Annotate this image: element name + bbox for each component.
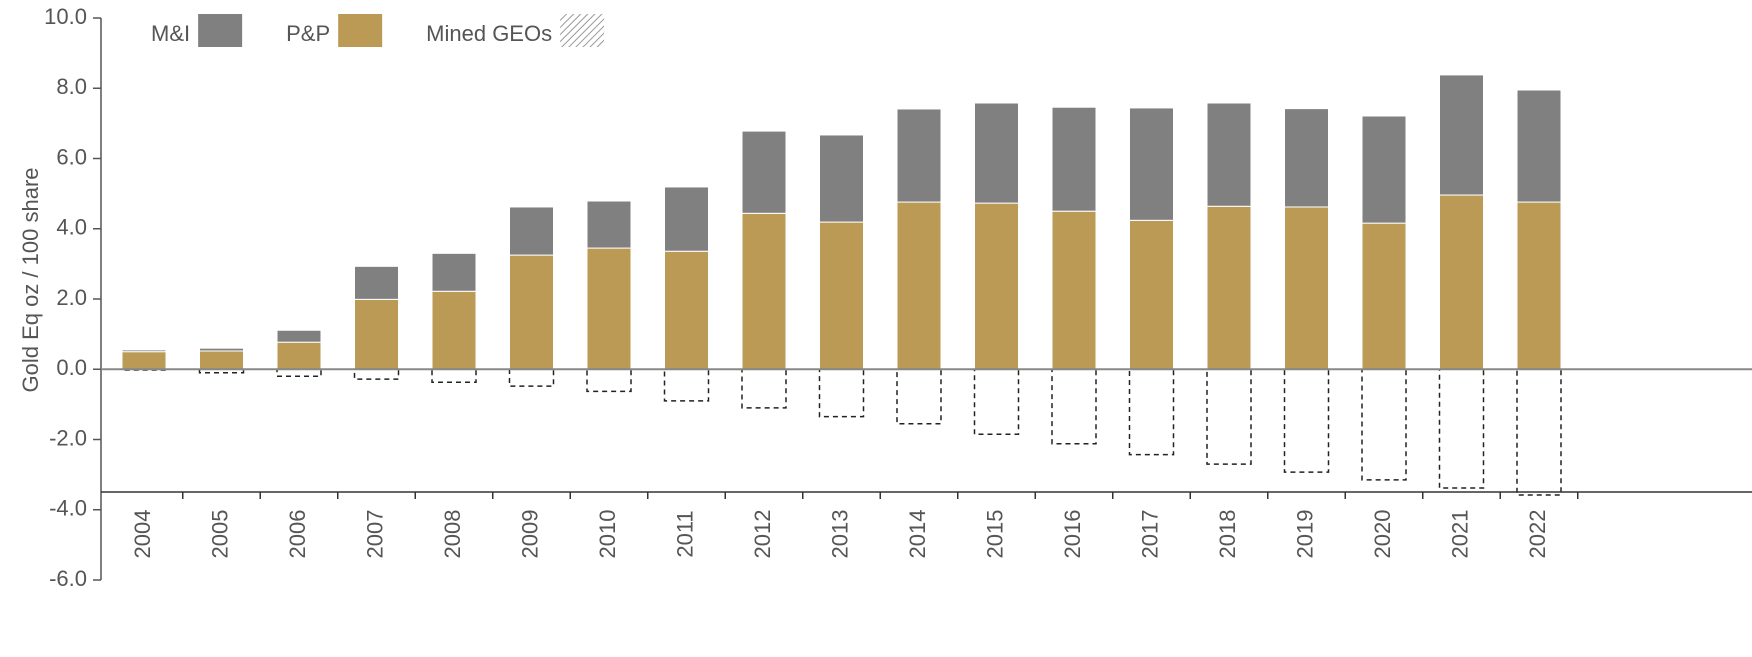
bar (1129, 107, 1174, 221)
bar (199, 350, 244, 370)
bar (1284, 206, 1329, 370)
bar (1361, 115, 1407, 224)
x-tick-label: 2020 (1370, 510, 1395, 559)
legend-label: M&I (151, 21, 190, 46)
bar (1284, 108, 1329, 208)
bar (974, 202, 1019, 370)
bar (1051, 106, 1097, 212)
y-tick-label: 2.0 (56, 285, 87, 310)
bar (664, 250, 709, 370)
bar (896, 108, 942, 203)
legend-swatch (560, 14, 605, 47)
y-tick-label: 6.0 (56, 144, 87, 169)
bar (431, 290, 477, 370)
x-tick-label: 2009 (517, 510, 542, 559)
legend-swatch (338, 14, 383, 47)
bar (1516, 89, 1562, 203)
bar (121, 351, 167, 370)
bar-outline (1051, 368, 1097, 445)
bar-outline (973, 368, 1020, 435)
bar (1439, 194, 1484, 370)
bar (586, 247, 632, 370)
bar-outline (818, 368, 865, 418)
bar (354, 298, 399, 370)
bar (431, 252, 477, 292)
y-tick-label: 0.0 (56, 355, 87, 380)
bar (509, 254, 554, 370)
bar-outline (1128, 368, 1175, 456)
x-tick-label: 2010 (595, 510, 620, 559)
bar (199, 347, 244, 352)
legend-label: Mined GEOs (426, 21, 552, 46)
bar (276, 341, 322, 370)
bar-outline (896, 368, 942, 425)
x-tick-label: 2022 (1525, 510, 1550, 559)
bar (664, 186, 709, 252)
bar (1361, 222, 1407, 370)
x-tick-label: 2014 (905, 510, 930, 559)
bar-outline (508, 368, 555, 387)
bar-outline (353, 368, 400, 380)
bar (1206, 102, 1252, 207)
x-tick-label: 2004 (130, 510, 155, 559)
bar (586, 200, 632, 249)
bar (896, 201, 942, 370)
bar (276, 329, 322, 343)
legend-label: P&P (286, 21, 330, 46)
y-tick-label: 8.0 (56, 74, 87, 99)
x-tick-label: 2013 (827, 510, 852, 559)
bar-outline (741, 368, 787, 409)
bar-outline (1361, 368, 1407, 481)
bar-outline (431, 368, 477, 383)
bar-outline (1438, 368, 1485, 489)
bar (1051, 210, 1097, 370)
bar-outline (276, 368, 322, 378)
bar-outline (586, 368, 632, 393)
x-tick-label: 2005 (207, 510, 232, 559)
bar (354, 265, 399, 300)
bar (1129, 219, 1174, 370)
x-tick-label: 2019 (1292, 510, 1317, 559)
bar (819, 221, 864, 370)
x-tick-label: 2016 (1060, 510, 1085, 559)
bar-outline (1206, 368, 1252, 465)
y-axis-label: Gold Eq oz / 100 share (18, 167, 43, 392)
bar-outline (1516, 368, 1562, 496)
x-tick-label: 2012 (750, 510, 775, 559)
bar (509, 206, 554, 256)
bar (741, 212, 787, 370)
x-tick-label: 2008 (440, 510, 465, 559)
y-tick-label: 10.0 (44, 4, 87, 29)
bar-outline (1283, 368, 1330, 473)
bar (1516, 201, 1562, 370)
legend-swatch (198, 14, 243, 47)
bar (974, 102, 1019, 204)
x-tick-label: 2011 (672, 510, 697, 557)
bar (1439, 74, 1484, 196)
bar (1206, 205, 1252, 370)
y-tick-label: -6.0 (49, 566, 87, 591)
bar (819, 134, 864, 223)
bar (121, 349, 167, 353)
x-tick-label: 2021 (1447, 510, 1472, 559)
y-tick-label: -4.0 (49, 496, 87, 521)
x-tick-label: 2018 (1215, 510, 1240, 559)
x-tick-label: 2007 (362, 510, 387, 559)
bar-outline (663, 368, 710, 402)
y-tick-label: -2.0 (49, 425, 87, 450)
x-tick-label: 2017 (1137, 510, 1162, 559)
x-tick-label: 2006 (285, 510, 310, 559)
x-tick-label: 2015 (982, 510, 1007, 559)
y-tick-label: 4.0 (56, 215, 87, 240)
bar (741, 130, 787, 214)
